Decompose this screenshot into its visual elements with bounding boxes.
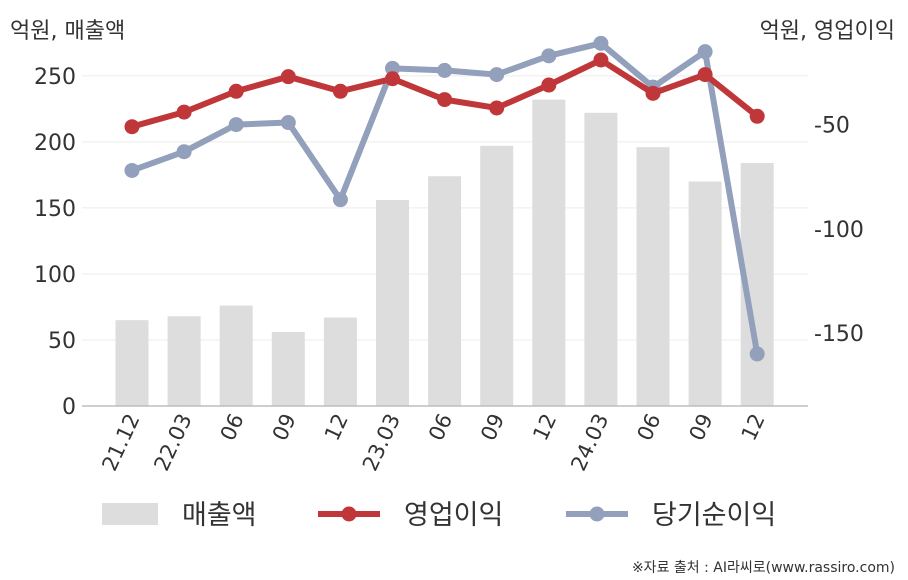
bar [167, 316, 201, 406]
x-tick-label: 24.03 [566, 410, 613, 475]
x-tick-label: 23.03 [358, 410, 405, 475]
x-tick-label: 09 [268, 410, 301, 444]
data-point [280, 115, 296, 131]
left-tick-label: 0 [62, 395, 76, 420]
data-point [332, 83, 348, 99]
left-axis-ticks: 0 50 100 150 200 250 [34, 65, 76, 420]
legend-item: 영업이익 [318, 500, 503, 531]
legend: 매출액 영업이익 당기순이익 [102, 500, 776, 531]
x-tick-label: 12 [528, 410, 561, 444]
bar [376, 199, 409, 406]
data-point [437, 92, 453, 108]
right-tick-label: -150 [814, 322, 864, 347]
x-tick-label: 22.03 [149, 410, 196, 475]
x-tick-label: 12 [737, 410, 770, 444]
data-point [645, 85, 661, 101]
x-tick-label: 12 [320, 410, 353, 444]
legend-marker [589, 506, 605, 522]
line-series [124, 52, 765, 135]
data-point [593, 52, 609, 68]
legend-label: 매출액 [182, 500, 257, 531]
bar [428, 176, 462, 406]
legend-marker [341, 506, 357, 522]
bar [636, 147, 670, 406]
legend-label: 당기순이익 [652, 500, 776, 531]
data-point [332, 192, 348, 208]
legend-item: 당기순이익 [566, 500, 776, 531]
bar [688, 181, 722, 406]
x-tick-label: 06 [424, 410, 457, 444]
data-point [228, 83, 244, 99]
data-point [176, 104, 192, 120]
right-tick-label: -100 [814, 218, 864, 243]
data-point [749, 108, 765, 124]
data-point [385, 71, 400, 87]
left-tick-label: 250 [34, 65, 76, 90]
left-axis-unit: 억원, 매출액 [10, 19, 125, 44]
right-axis-unit: 억원, 영업이익 [760, 19, 895, 44]
left-tick-label: 150 [34, 197, 76, 222]
bar [532, 99, 566, 407]
data-point [749, 346, 765, 362]
bar [480, 145, 514, 406]
data-point [593, 35, 609, 51]
data-point [697, 67, 713, 83]
profit-lines [124, 35, 765, 362]
x-tick-label: 21.12 [97, 410, 144, 475]
data-point [489, 67, 505, 83]
left-tick-label: 100 [34, 263, 76, 288]
x-tick-label: 09 [476, 410, 509, 444]
data-point [124, 162, 140, 178]
data-point [228, 117, 244, 133]
x-tick-label: 06 [632, 410, 665, 444]
bar [584, 112, 618, 406]
data-point [124, 119, 140, 135]
data-point [280, 69, 296, 85]
data-point [437, 62, 453, 78]
data-point [385, 60, 400, 76]
data-point [697, 44, 713, 60]
left-tick-label: 50 [48, 329, 76, 354]
data-point [541, 48, 557, 64]
x-axis-ticks: 21.12 22.03 06 09 12 23.03 06 09 12 24.03 06 09 12 [97, 410, 769, 475]
data-point [541, 77, 557, 93]
bar [271, 332, 305, 406]
x-tick-label: 09 [685, 410, 718, 444]
bar [323, 317, 357, 406]
data-point [176, 144, 192, 160]
data-point [489, 100, 505, 116]
right-axis-ticks: -50 -100 -150 [814, 114, 864, 347]
bar [115, 320, 149, 406]
legend-item: 매출액 [102, 500, 257, 531]
bar [219, 305, 253, 406]
revenue-bars [115, 99, 774, 407]
right-tick-label: -50 [814, 114, 850, 139]
x-tick-label: 06 [216, 410, 249, 444]
legend-label: 영업이익 [404, 500, 503, 531]
source-note: ※자료 출처 : AI라씨로(www.rassiro.com) [632, 560, 895, 576]
legend-swatch [102, 503, 158, 525]
left-tick-label: 200 [34, 131, 76, 156]
